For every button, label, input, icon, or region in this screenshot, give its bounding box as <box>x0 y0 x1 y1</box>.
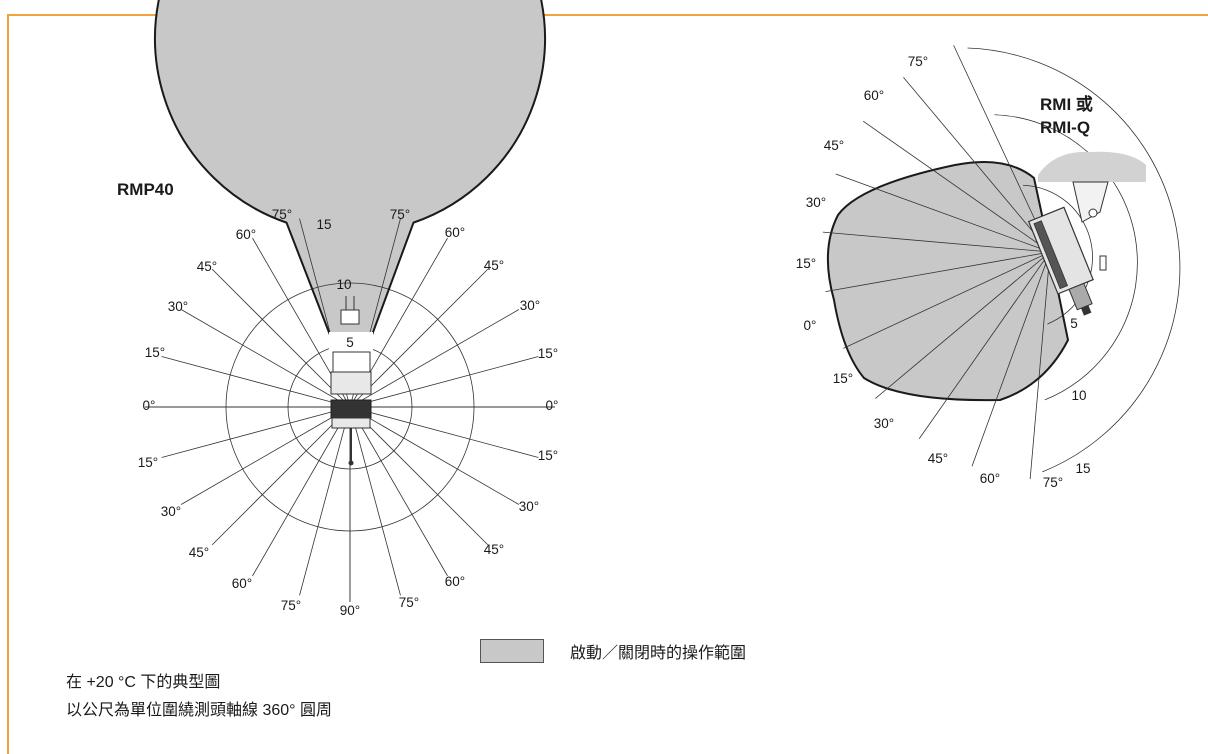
rmp40-angle-0-right: 0° <box>546 398 559 413</box>
rmi-angle-60-top: 60° <box>864 88 884 103</box>
rmi-angle-45-top: 45° <box>824 138 844 153</box>
rmi-radial-line <box>1029 251 1051 480</box>
rmp40-radial-line <box>211 268 351 408</box>
rmp40-angle-ll-75: 75° <box>281 598 301 613</box>
rmi-radial-line <box>918 251 1051 439</box>
note-line-1: 在 +20 °C 下的典型圖 <box>66 674 221 691</box>
rmi-grid <box>822 45 1181 480</box>
rmp40-radial-line <box>161 356 351 408</box>
rmp40-angle-ur-45: 45° <box>484 258 504 273</box>
rmi-angle-45-bottom: 45° <box>928 451 948 466</box>
rmp40-angle-ll-30: 30° <box>161 504 181 519</box>
note-line-2: 以公尺為單位圍繞測頭軸線 360° 圓周 <box>66 702 332 719</box>
rmi-title-line1: RMI 或 <box>1040 94 1093 114</box>
rmp40-radial-line <box>252 406 351 577</box>
rmi-radial-line <box>835 173 1051 253</box>
rmp40-angle-ul-45: 45° <box>197 259 217 274</box>
rmi-radial-line <box>903 77 1051 253</box>
rmp40-stylus-tip <box>348 460 354 466</box>
rmp40-radial-line <box>180 406 351 505</box>
rmi-range-10: 10 <box>1071 388 1086 403</box>
rmi-range-5: 5 <box>1070 316 1078 331</box>
rmi-side-knob <box>1099 255 1107 271</box>
rmi-range-arc-3 <box>967 47 1181 473</box>
rmp40-radial-line <box>349 356 539 408</box>
rmi-radial-line <box>863 120 1051 253</box>
rmp40-angle-ll-15: 15° <box>138 455 158 470</box>
rmp40-range-5: 5 <box>346 335 354 350</box>
rmp40-angle-ul-15: 15° <box>145 345 165 360</box>
rmp40-angle-0-left: 0° <box>143 398 156 413</box>
rmp40-label-bg <box>329 332 373 352</box>
rmp40-radial-line <box>349 268 489 408</box>
rmp40-radial-line <box>349 406 539 458</box>
rmp40-angle-lr-60: 60° <box>445 574 465 589</box>
rmp40-angle-ur-75: 75° <box>390 207 410 222</box>
rmp40-probe-top <box>332 351 371 373</box>
rmi-angle-75-bottom: 75° <box>1043 475 1063 490</box>
rmi-cable <box>1080 305 1092 316</box>
rmp40-angle-90: 90° <box>340 603 360 618</box>
rmp40-radial-line <box>349 406 401 596</box>
rmi-mount-surface <box>1038 151 1146 182</box>
rmp40-radial-line <box>349 406 448 577</box>
rmi-angle-60-bottom: 60° <box>980 471 1000 486</box>
rmi-angle-75-top: 75° <box>908 54 928 69</box>
rmp40-angle-lr-15: 15° <box>538 448 558 463</box>
rmp40-angle-ul-30: 30° <box>168 299 188 314</box>
rmp40-radial-line <box>211 406 351 546</box>
rmp40-angle-ll-60: 60° <box>232 576 252 591</box>
legend: 啟動／關閉時的操作範圍 <box>480 639 746 663</box>
rmp40-envelope <box>155 0 545 335</box>
rmp40-angle-ur-15: 15° <box>538 346 558 361</box>
rmi-radial-line <box>825 251 1051 292</box>
rmp40-angle-lr-75: 75° <box>399 595 419 610</box>
rmi-radial-line <box>953 45 1051 253</box>
rmp40-angle-ur-30: 30° <box>520 298 540 313</box>
rmp40-radial-line <box>180 309 351 408</box>
rmi-radial-line <box>875 251 1051 399</box>
rmp40-probe-mid <box>330 371 372 395</box>
rmp40-angle-ul-75: 75° <box>272 207 292 222</box>
rmi-window <box>1033 220 1069 290</box>
rmp40-probe-base <box>331 417 371 429</box>
rmp40-range-10: 10 <box>336 277 351 292</box>
rmp40-title: RMP40 <box>117 180 174 199</box>
rmi-angle-0: 0° <box>804 318 817 333</box>
rmp40-probe-window <box>330 399 372 419</box>
rmi-range-15: 15 <box>1075 461 1090 476</box>
rmp40-angle-ul-60: 60° <box>236 227 256 242</box>
legend-label: 啟動／關閉時的操作範圍 <box>570 645 747 662</box>
rmi-angle-30-bottom: 30° <box>874 416 894 431</box>
diagram-frame <box>7 14 1208 754</box>
rmi-title-line2: RMI-Q <box>1040 118 1090 137</box>
legend-swatch <box>480 639 544 663</box>
rmi-radial-line <box>822 231 1051 253</box>
rmp40-radial-line <box>161 406 351 458</box>
rmp40-radial-line <box>349 406 489 546</box>
rmp40-angle-ll-45: 45° <box>189 545 209 560</box>
rmi-body-group <box>1027 206 1094 316</box>
rmi-angle-15-top: 15° <box>796 256 816 271</box>
rmp40-radial-line <box>349 406 520 505</box>
rmi-bracket <box>1072 181 1109 223</box>
rmi-radial-line <box>843 251 1051 349</box>
rmp40-range-15: 15 <box>316 217 331 232</box>
rmp40-shank <box>340 309 360 325</box>
rmi-angle-30-top: 30° <box>806 195 826 210</box>
rmi-bracket-bolt <box>1088 208 1098 218</box>
rmp40-radial-line <box>299 406 351 596</box>
rmi-angle-15-bottom: 15° <box>833 371 853 386</box>
rmp40-angle-lr-45: 45° <box>484 542 504 557</box>
rmp40-angle-ur-60: 60° <box>445 225 465 240</box>
rmp40-angle-lr-30: 30° <box>519 499 539 514</box>
rmi-range-arc-1 <box>1023 184 1093 325</box>
rmi-envelope <box>826 160 1070 402</box>
rmp40-grid <box>145 0 555 602</box>
rmp40-radial-line <box>349 309 520 408</box>
rmi-radial-line <box>971 251 1051 467</box>
rmi-range-arc-2 <box>994 114 1138 401</box>
rmp40-envelope-outline <box>154 0 546 336</box>
